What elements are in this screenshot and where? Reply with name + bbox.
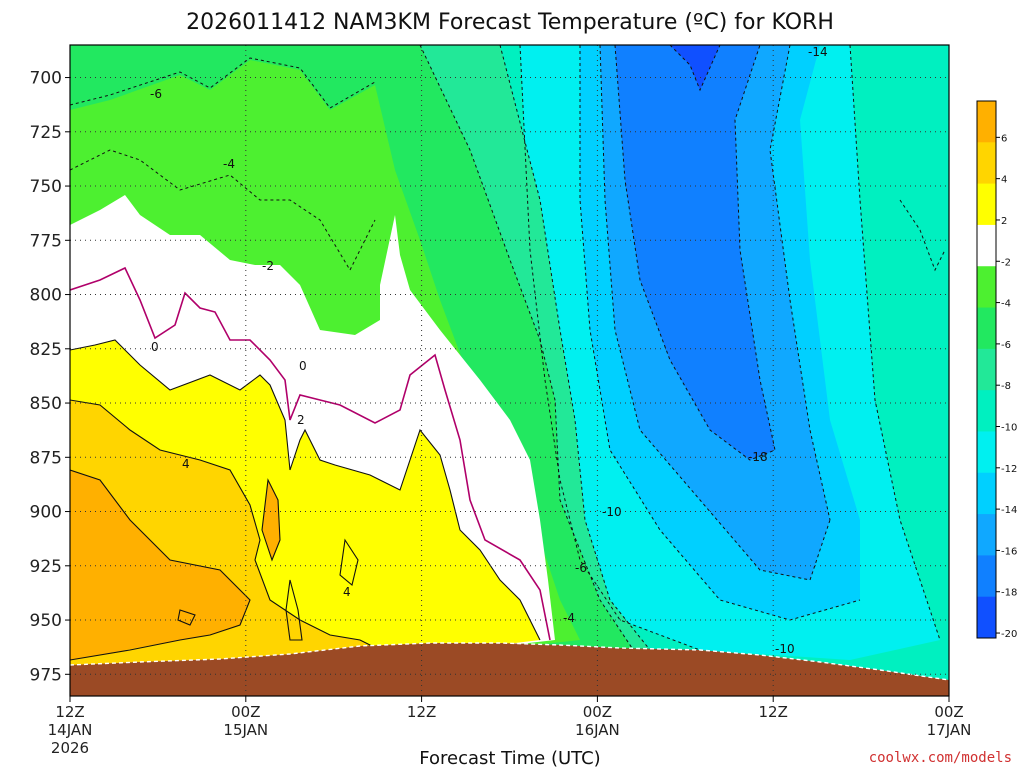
contour-label: -6	[150, 87, 162, 101]
y-tick-label: 825	[30, 340, 62, 360]
colorbar-label: -20	[1001, 629, 1017, 640]
colorbar-swatch	[977, 390, 996, 432]
x-axis-label: Forecast Time (UTC)	[419, 748, 600, 768]
fill-band-6	[70, 470, 250, 660]
colorbar-swatch	[977, 472, 996, 515]
contour-labels: -14 -6 -4 -2 0 0 2 4 4 -4 -6 -10 -18 -10	[150, 45, 828, 656]
credit-text: coolwx.com/models	[869, 750, 1012, 766]
contour-label: -4	[223, 157, 235, 171]
colorbar-label: -8	[1001, 381, 1011, 392]
colorbar-swatch	[977, 514, 996, 556]
y-tick-label: 750	[30, 177, 62, 197]
y-tick-label: 875	[30, 448, 62, 468]
y-tick-label: 725	[30, 123, 62, 143]
y-tick-label: 775	[30, 231, 62, 251]
y-tick-label: 925	[30, 557, 62, 577]
chart-title: 2026011412 NAM3KM Forecast Temperature (…	[186, 10, 834, 35]
x-tick-label: 12Z	[55, 703, 84, 721]
terrain	[70, 643, 949, 696]
colorbar-label: -18	[1001, 588, 1017, 599]
plot-frame	[69, 44, 950, 697]
x-tick-date: 15JAN	[223, 721, 268, 739]
x-tick-year: 2026	[51, 739, 89, 757]
y-axis: 700 725 750 775 800 825 850 875 900 925 950 975	[30, 69, 70, 685]
colorbar: 6 4 2 -2 -4 -6 -8 -10 -12 -14 -16 -18 -20	[976, 100, 1017, 640]
x-tick-label: 12Z	[407, 703, 436, 721]
x-tick-label: 12Z	[759, 703, 788, 721]
contour-label: -14	[808, 45, 828, 59]
y-tick-label: 950	[30, 611, 62, 631]
colorbar-label: -16	[1001, 546, 1017, 557]
contour-label: 2	[297, 413, 305, 427]
fill-band-minus-20	[670, 45, 720, 90]
colorbar-label: -12	[1001, 464, 1017, 475]
x-tick-label: 00Z	[231, 703, 260, 721]
colorbar-swatch	[977, 348, 996, 391]
y-tick-label: 850	[30, 394, 62, 414]
colorbar-swatch	[977, 596, 996, 639]
x-tick-label: 00Z	[934, 703, 963, 721]
y-tick-label: 700	[30, 69, 62, 89]
contour-label: -18	[748, 450, 768, 464]
contour-label: 0	[151, 340, 159, 354]
y-tick-label: 800	[30, 286, 62, 306]
positive-contours	[70, 339, 541, 661]
colorbar-swatch	[977, 101, 996, 143]
zero-degree-contour	[70, 266, 551, 641]
contour-label: -10	[775, 642, 795, 656]
colorbar-label: -6	[1001, 340, 1011, 351]
negative-contours	[70, 45, 946, 661]
colorbar-swatch	[977, 431, 996, 474]
colorbar-swatch	[977, 307, 996, 350]
colorbar-swatch	[977, 183, 996, 226]
x-tick-label: 00Z	[583, 703, 612, 721]
colorbar-swatch	[977, 224, 996, 267]
contour-label: 4	[182, 457, 190, 471]
colorbar-swatch	[977, 555, 996, 598]
contour-label: 0	[299, 359, 307, 373]
colorbar-label: 4	[1001, 175, 1007, 186]
x-tick-date: 14JAN	[48, 721, 93, 739]
contour-label: 4	[343, 585, 351, 599]
colorbar-swatch	[977, 266, 996, 309]
y-tick-label: 975	[30, 665, 62, 685]
y-tick-label: 900	[30, 503, 62, 523]
fill-band-6-pocket	[262, 480, 280, 560]
contour-label: -2	[262, 259, 274, 273]
colorbar-label: -14	[1001, 505, 1017, 516]
colorbar-frame	[976, 100, 997, 639]
contour-label: -6	[575, 561, 587, 575]
colorbar-label: 2	[1001, 216, 1007, 227]
grid-lines	[70, 45, 949, 696]
terrain-edge	[70, 642, 949, 681]
colorbar-label: -4	[1001, 299, 1011, 310]
contour-label: -4	[563, 611, 575, 625]
fill-band-minus-18	[615, 45, 775, 460]
x-tick-date: 16JAN	[575, 721, 620, 739]
plot-area	[70, 45, 949, 696]
colorbar-swatch	[977, 142, 996, 185]
colorbar-label: 6	[1001, 133, 1007, 144]
contour-label: -10	[602, 505, 622, 519]
colorbar-label: -10	[1001, 423, 1017, 434]
x-tick-date: 17JAN	[927, 721, 972, 739]
colorbar-label: -2	[1001, 257, 1011, 268]
